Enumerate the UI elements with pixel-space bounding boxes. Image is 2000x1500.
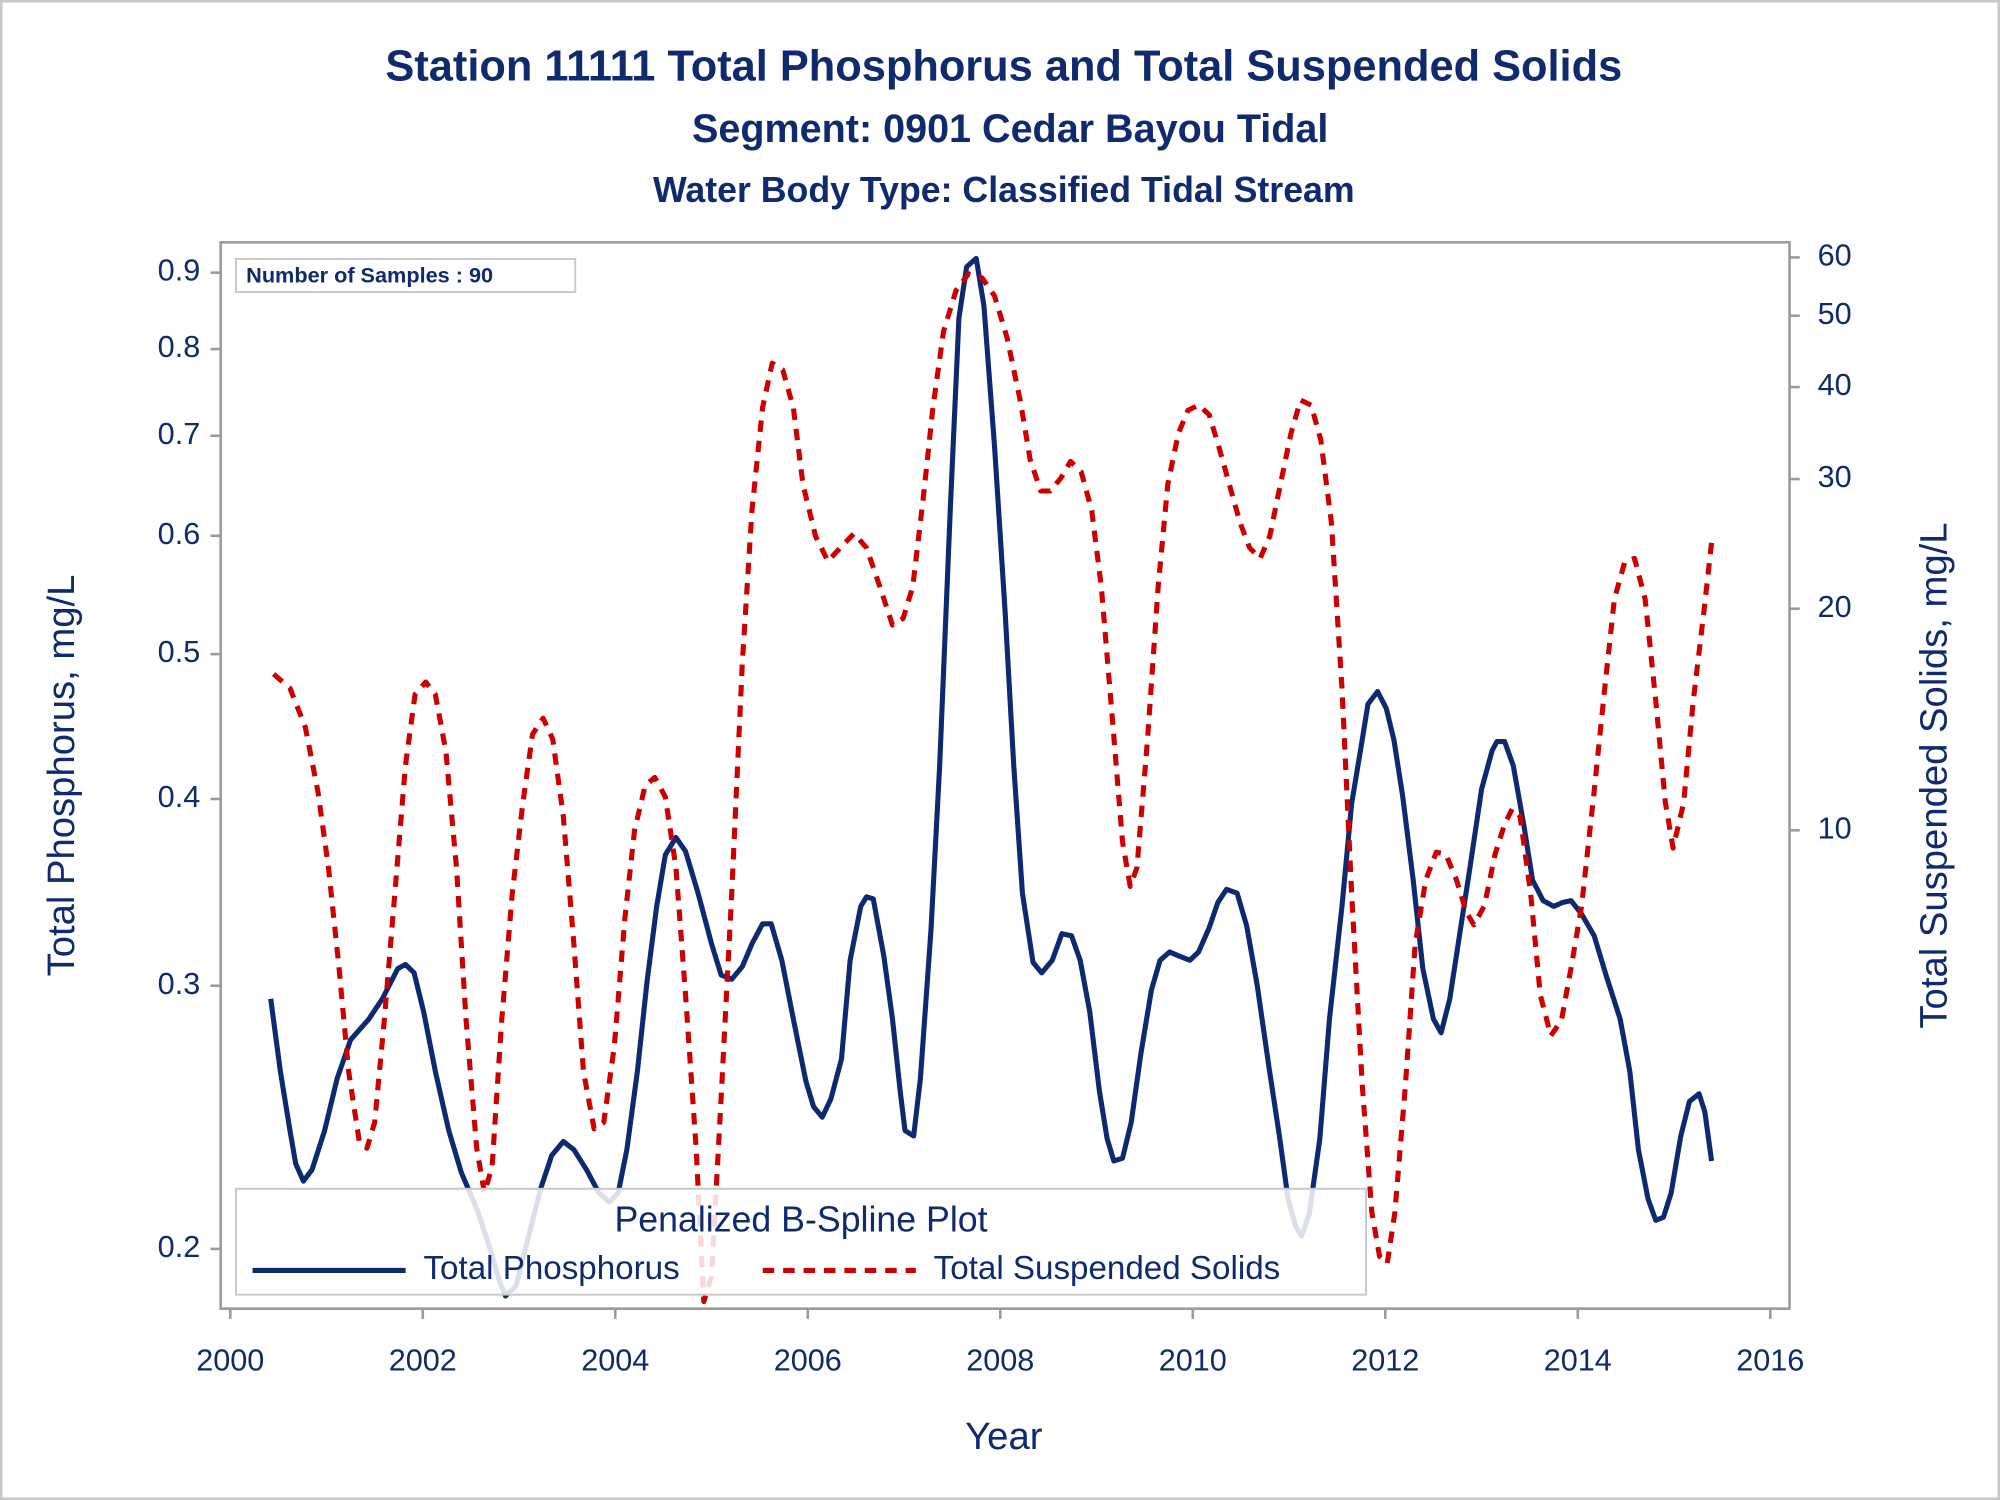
y-tick-label: 0.3: [158, 967, 201, 1001]
y-tick-label: 0.7: [158, 417, 201, 451]
plot-frame: [219, 241, 1791, 1310]
y2-tick-label: 30: [1818, 460, 1852, 494]
y2-tick-label: 10: [1818, 811, 1852, 845]
x-tick-label: 2004: [581, 1343, 649, 1377]
legend: Penalized B-Spline Plot Total Phosphorus T…: [235, 1187, 1368, 1296]
y2-tick-label: 60: [1818, 239, 1852, 273]
chart-title: Station 11111 Total Phosphorus and Total…: [385, 42, 1622, 90]
y-tick-label: 0.2: [158, 1230, 201, 1264]
x-tick-label: 2016: [1736, 1343, 1804, 1377]
y-tick-label: 0.8: [158, 330, 201, 364]
y-tick-label: 0.9: [158, 254, 201, 288]
series-line: [271, 271, 1715, 1305]
x-axis-label: Year: [965, 1415, 1043, 1458]
y2-tick-label: 20: [1818, 590, 1852, 624]
x-tick-label: 2014: [1544, 1343, 1612, 1377]
x-tick-label: 2000: [196, 1343, 264, 1377]
chart-subtitle: Segment: 0901 Cedar Bayou Tidal: [692, 107, 1328, 151]
legend-label: Total Suspended Solids: [934, 1250, 1281, 1287]
x-tick-label: 2008: [966, 1343, 1034, 1377]
legend-label: Total Phosphorus: [423, 1250, 679, 1287]
x-tick-label: 2012: [1351, 1343, 1419, 1377]
y-tick-label: 0.6: [158, 517, 201, 551]
y-tick-label: 0.5: [158, 635, 201, 669]
annotation-box: [235, 257, 577, 294]
y2-axis-label: Total Suspended Solids, mg/L: [1912, 522, 1955, 1028]
legend-title: Penalized B-Spline Plot: [614, 1199, 987, 1239]
y2-tick-label: 50: [1818, 297, 1852, 331]
x-tick-label: 2010: [1159, 1343, 1227, 1377]
annotation: Number of Samples : 90: [246, 263, 493, 288]
x-tick-label: 2002: [389, 1343, 457, 1377]
y2-tick-label: 40: [1818, 368, 1852, 402]
x-tick-label: 2006: [774, 1343, 842, 1377]
plot-marks: [268, 255, 1715, 1305]
chart-subtitle: Water Body Type: Classified Tidal Stream: [653, 170, 1355, 210]
y-axis-label: Total Phosphorus, mg/L: [40, 575, 83, 977]
series-line: [268, 255, 1715, 1299]
legend-box: [235, 1187, 1368, 1296]
y-tick-label: 0.4: [158, 780, 201, 814]
